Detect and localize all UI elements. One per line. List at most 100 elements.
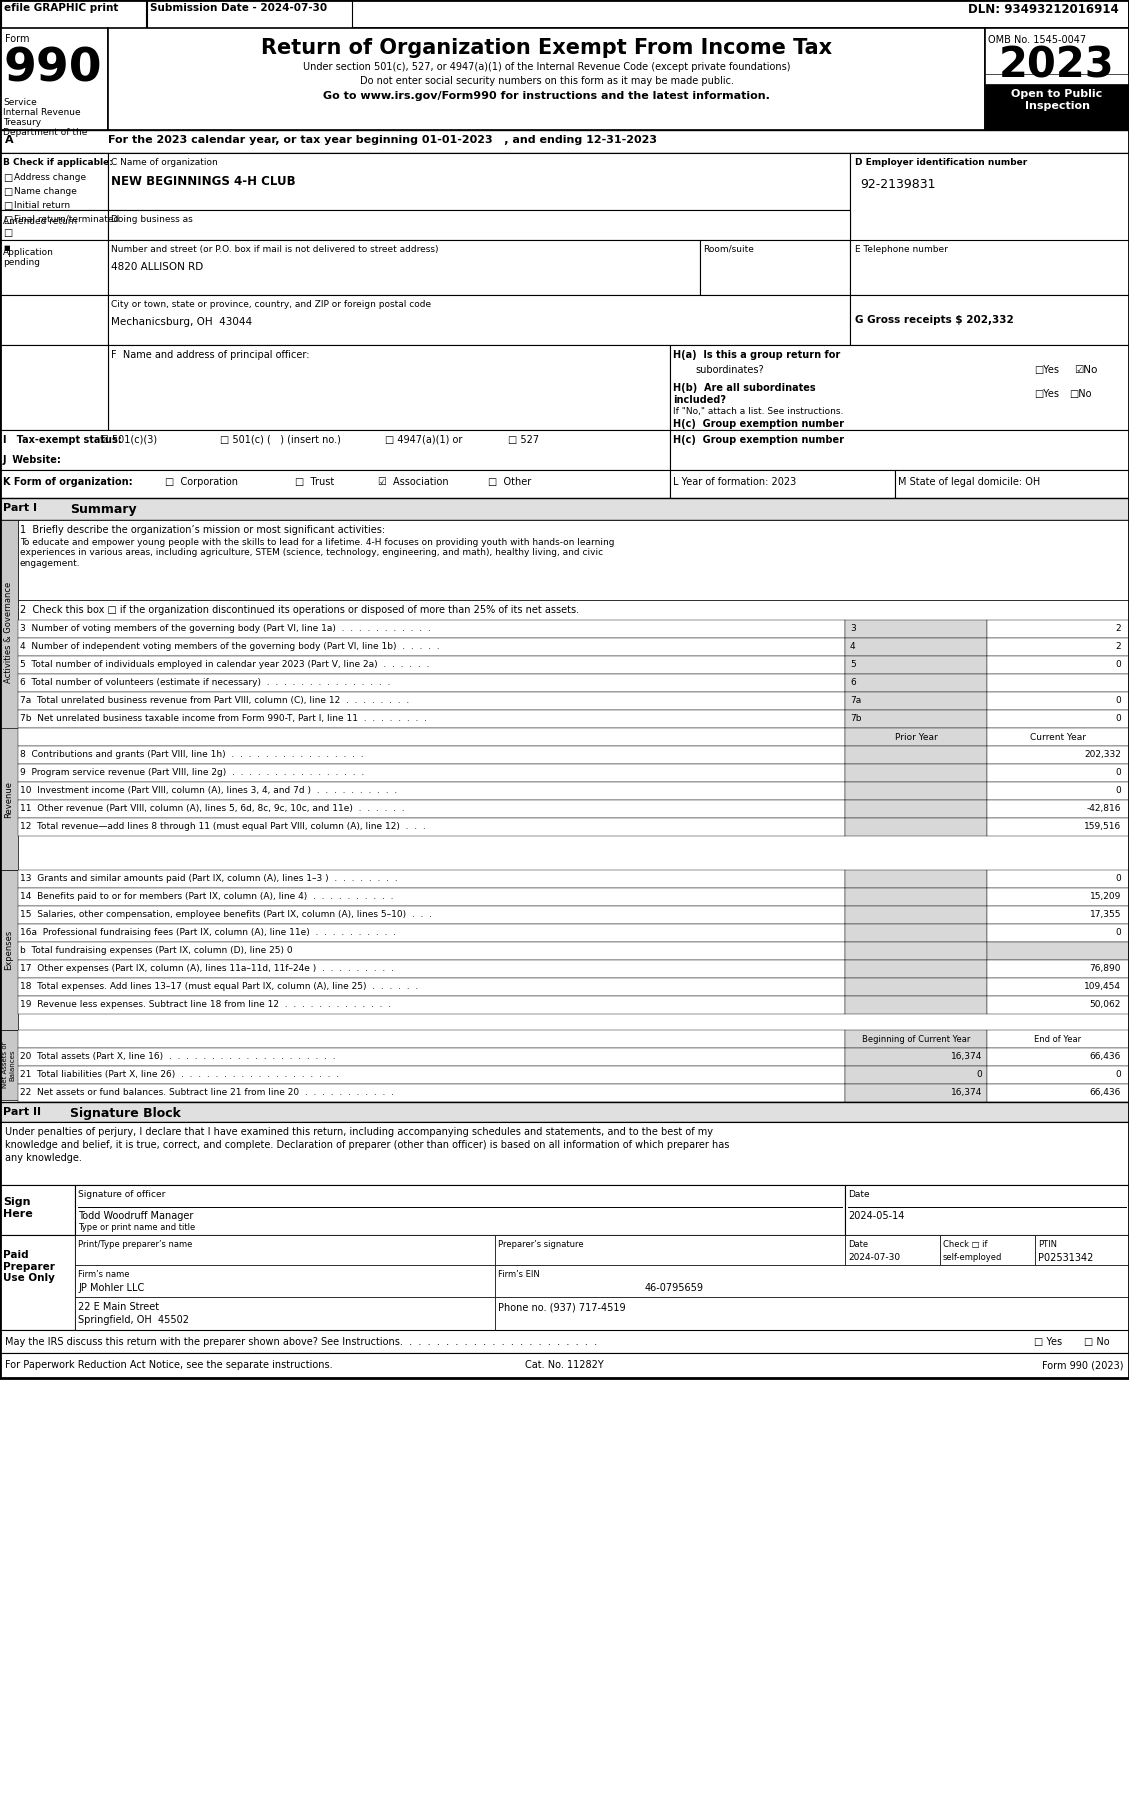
Text: 2024-07-30: 2024-07-30	[848, 1252, 900, 1261]
Text: Mechanicsburg, OH  43044: Mechanicsburg, OH 43044	[111, 317, 252, 326]
Text: 0: 0	[1115, 786, 1121, 795]
Bar	[844, 638, 987, 656]
Text: 2024-05-14: 2024-05-14	[848, 1211, 904, 1222]
Text: Revenue: Revenue	[5, 780, 14, 818]
Bar	[18, 764, 844, 782]
Text: 8  Contributions and grants (Part VIII, line 1h)  .  .  .  .  .  .  .  .  .  .  : 8 Contributions and grants (Part VIII, l…	[20, 750, 364, 759]
Bar	[850, 240, 1129, 296]
Text: 4  Number of independent voting members of the governing body (Part VI, line 1b): 4 Number of independent voting members o…	[20, 642, 439, 651]
Bar	[0, 29, 108, 130]
Text: Number and street (or P.O. box if mail is not delivered to street address): Number and street (or P.O. box if mail i…	[111, 245, 438, 254]
Bar	[700, 240, 850, 296]
Text: NEW BEGINNINGS 4-H CLUB: NEW BEGINNINGS 4-H CLUB	[111, 175, 296, 187]
Bar	[147, 0, 352, 29]
Bar	[850, 153, 1129, 290]
Text: 0: 0	[1115, 768, 1121, 777]
Bar	[844, 692, 987, 710]
Text: 0: 0	[1115, 696, 1121, 705]
Bar	[844, 888, 987, 906]
Text: 66,436: 66,436	[1089, 1052, 1121, 1061]
Text: any knowledge.: any knowledge.	[5, 1153, 82, 1162]
Bar	[987, 728, 1129, 746]
Bar	[844, 978, 987, 997]
Bar	[18, 1067, 844, 1085]
Bar	[844, 870, 987, 888]
Bar	[0, 1353, 1129, 1379]
Bar	[844, 997, 987, 1015]
Bar	[75, 1265, 495, 1297]
Bar	[669, 431, 1129, 470]
Text: 3  Number of voting members of the governing body (Part VI, line 1a)  .  .  .  .: 3 Number of voting members of the govern…	[20, 623, 431, 633]
Bar	[495, 1234, 844, 1265]
Text: Print/Type preparer’s name: Print/Type preparer’s name	[78, 1240, 192, 1249]
Text: 2: 2	[1115, 642, 1121, 651]
Bar	[18, 942, 844, 960]
Text: b  Total fundraising expenses (Part IX, column (D), line 25) 0: b Total fundraising expenses (Part IX, c…	[20, 946, 292, 955]
Text: 0: 0	[1115, 660, 1121, 669]
Text: Service: Service	[3, 97, 37, 106]
Bar	[108, 153, 850, 211]
Bar	[18, 674, 844, 692]
Bar	[495, 1297, 1129, 1330]
Text: Date: Date	[848, 1189, 869, 1198]
Text: 13  Grants and similar amounts paid (Part IX, column (A), lines 1–3 )  .  .  .  : 13 Grants and similar amounts paid (Part…	[20, 874, 397, 883]
Text: 16,374: 16,374	[951, 1052, 982, 1061]
Text: Summary: Summary	[70, 503, 137, 515]
Bar	[0, 470, 669, 497]
Bar	[984, 29, 1129, 130]
Bar	[18, 870, 844, 888]
Text: □No: □No	[1069, 389, 1092, 398]
Bar	[0, 0, 1129, 29]
Text: Preparer’s signature: Preparer’s signature	[498, 1240, 584, 1249]
Bar	[18, 692, 844, 710]
Text: 21  Total liabilities (Part X, line 26)  .  .  .  .  .  .  .  .  .  .  .  .  .  : 21 Total liabilities (Part X, line 26) .…	[20, 1070, 339, 1079]
Text: Signature of officer: Signature of officer	[78, 1189, 165, 1198]
Bar	[844, 1067, 987, 1085]
Bar	[987, 800, 1129, 818]
Text: Open to Public
Inspection: Open to Public Inspection	[1012, 88, 1103, 110]
Text: G Gross receipts $ 202,332: G Gross receipts $ 202,332	[855, 315, 1014, 324]
Bar	[987, 924, 1129, 942]
Text: K Form of organization:: K Form of organization:	[3, 478, 132, 487]
Bar	[18, 1031, 844, 1049]
Text: 19  Revenue less expenses. Subtract line 18 from line 12  .  .  .  .  .  .  .  .: 19 Revenue less expenses. Subtract line …	[20, 1000, 391, 1009]
Text: □  Other: □ Other	[488, 478, 532, 487]
Text: Name change: Name change	[14, 187, 77, 196]
Text: □ 501(c) (   ) (insert no.): □ 501(c) ( ) (insert no.)	[220, 434, 341, 445]
Text: P02531342: P02531342	[1038, 1252, 1093, 1263]
Bar	[844, 656, 987, 674]
Bar	[844, 1031, 987, 1049]
Text: Amended return: Amended return	[3, 216, 77, 225]
Bar	[987, 1085, 1129, 1103]
Bar	[1, 0, 146, 29]
Text: Check □ if: Check □ if	[943, 1240, 988, 1249]
Text: End of Year: End of Year	[1034, 1034, 1082, 1043]
Text: H(c)  Group exemption number: H(c) Group exemption number	[673, 434, 844, 445]
Bar	[18, 888, 844, 906]
Text: 109,454: 109,454	[1084, 982, 1121, 991]
Text: 17  Other expenses (Part IX, column (A), lines 11a–11d, 11f–24e )  .  .  .  .  .: 17 Other expenses (Part IX, column (A), …	[20, 964, 394, 973]
Text: 15,209: 15,209	[1089, 892, 1121, 901]
Bar	[987, 1031, 1129, 1049]
Bar	[844, 924, 987, 942]
Bar	[844, 1186, 1129, 1234]
Bar	[987, 997, 1129, 1015]
Text: Beginning of Current Year: Beginning of Current Year	[861, 1034, 970, 1043]
Bar	[987, 656, 1129, 674]
Text: 2: 2	[1115, 623, 1121, 633]
Text: 22  Net assets or fund balances. Subtract line 21 from line 20  .  .  .  .  .  .: 22 Net assets or fund balances. Subtract…	[20, 1088, 394, 1097]
Text: PTIN: PTIN	[1038, 1240, 1057, 1249]
Text: Date: Date	[848, 1240, 868, 1249]
Text: Return of Organization Exempt From Income Tax: Return of Organization Exempt From Incom…	[261, 38, 832, 58]
Text: Todd Woodruff Manager: Todd Woodruff Manager	[78, 1211, 193, 1222]
Text: 6  Total number of volunteers (estimate if necessary)  .  .  .  .  .  .  .  .  .: 6 Total number of volunteers (estimate i…	[20, 678, 391, 687]
Text: 5: 5	[850, 660, 856, 669]
Bar	[844, 960, 987, 978]
Text: 17,355: 17,355	[1089, 910, 1121, 919]
Text: knowledge and belief, it is true, correct, and complete. Declaration of preparer: knowledge and belief, it is true, correc…	[5, 1141, 729, 1150]
Text: Room/suite: Room/suite	[703, 245, 754, 254]
Text: Activities & Governance: Activities & Governance	[5, 582, 14, 683]
Text: -42,816: -42,816	[1086, 804, 1121, 813]
Bar	[987, 1067, 1129, 1085]
Bar	[987, 978, 1129, 997]
